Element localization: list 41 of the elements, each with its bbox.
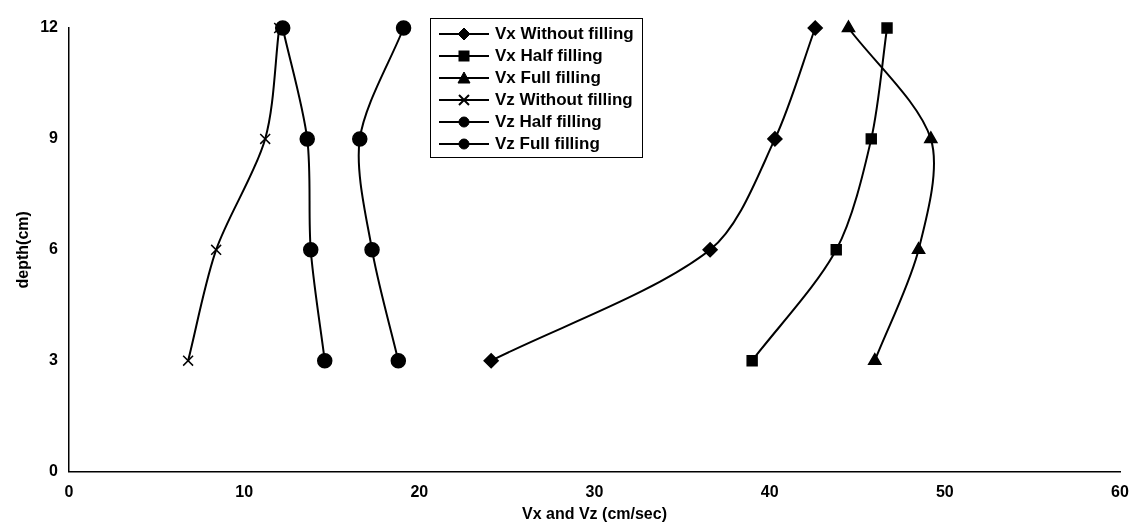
point [924, 131, 938, 144]
point [767, 131, 783, 147]
point [302, 242, 319, 258]
x-tick-label: 40 [760, 482, 779, 500]
point [830, 244, 842, 256]
x-tick-label: 30 [585, 482, 604, 500]
point [841, 20, 856, 33]
legend-label: Vx Without filling [495, 24, 634, 44]
x-tick-label: 20 [410, 482, 429, 500]
y-tick-label: 12 [40, 18, 59, 36]
x-tick-label: 50 [935, 482, 954, 500]
legend-label: Vz Full filling [495, 134, 600, 154]
y-axis-title: depth(cm) [14, 211, 32, 289]
point [390, 352, 407, 369]
point [352, 131, 368, 147]
point [865, 133, 877, 145]
point [259, 133, 271, 145]
point [182, 355, 194, 367]
point [210, 244, 222, 256]
x-axis-title: Vx and Vz (cm/sec) [522, 504, 667, 522]
x-tick-label: 10 [235, 482, 254, 500]
point [881, 22, 893, 34]
legend-label: Vx Full filling [495, 68, 601, 88]
y-tick-label: 9 [49, 129, 59, 147]
point [746, 355, 758, 367]
point [299, 131, 315, 147]
y-tick-label: 6 [49, 240, 59, 258]
x-tick-label: 60 [1111, 482, 1129, 500]
point [364, 242, 380, 258]
point [316, 352, 333, 369]
point [911, 242, 926, 255]
legend-label: Vx Half filling [495, 46, 603, 66]
point [807, 20, 823, 36]
point [483, 352, 499, 369]
point [702, 242, 718, 258]
legend-label: Vz Without filling [495, 90, 633, 110]
x-tick-label: 0 [64, 482, 74, 500]
y-tick-label: 0 [49, 462, 59, 480]
legend-label: Vz Half filling [495, 112, 602, 132]
y-tick-label: 3 [49, 351, 59, 369]
point [395, 20, 412, 36]
